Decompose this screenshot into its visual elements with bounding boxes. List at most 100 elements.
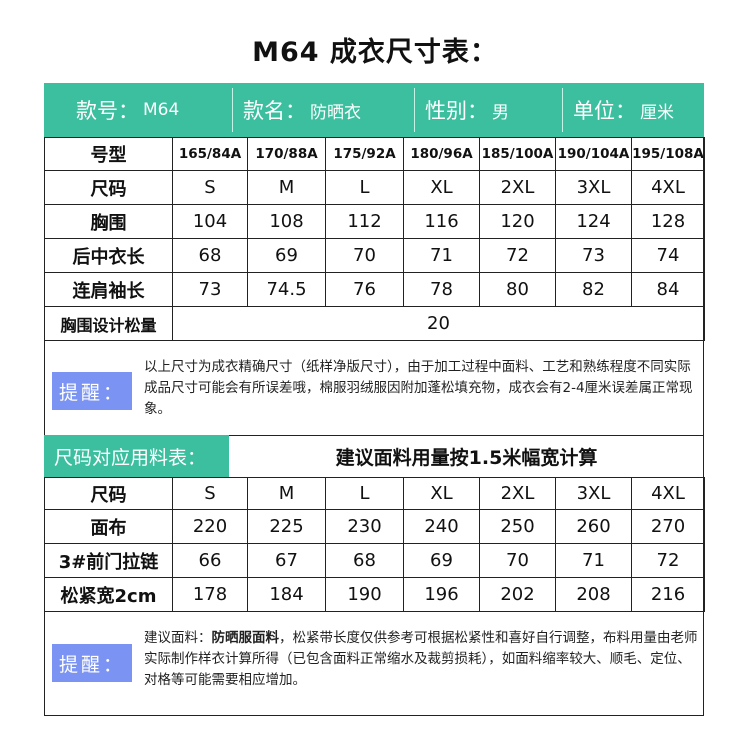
style-no: 款号： M64 bbox=[44, 88, 232, 132]
table-cell: 128 bbox=[631, 204, 705, 239]
reminder-tag: 提醒： bbox=[52, 644, 132, 682]
table-cell: L bbox=[325, 477, 404, 510]
table-cell: 116 bbox=[403, 204, 480, 239]
label: 款名： bbox=[243, 99, 306, 123]
reminder-text: 以上尺寸为成衣精确尺寸（纸样净版尺寸），由于加工过程中面料、工艺和熟练程度不同实… bbox=[144, 359, 693, 417]
table-cell: 180/96A bbox=[403, 137, 480, 171]
row-label: 胸围 bbox=[44, 204, 173, 239]
reminder-text: 建议面料：防晒服面料，松紧带长度仅供参考可根据松紧性和喜好自行调整，布料用量由老… bbox=[144, 628, 699, 691]
prefix: 建议面料： bbox=[144, 630, 212, 646]
fabric-table: 尺码 S M L XL 2XL 3XL 4XL 面布 220 225 230 240 250 260 270 3… bbox=[44, 477, 705, 612]
table-cell: 71 bbox=[403, 238, 480, 273]
table-cell: 108 bbox=[247, 204, 326, 239]
table-row: 尺码 S M L XL 2XL 3XL 4XL bbox=[44, 477, 705, 510]
row-label: 后中衣长 bbox=[44, 238, 173, 273]
style-name: 款名： 防晒衣 bbox=[233, 88, 414, 132]
row-label: 连肩袖长 bbox=[44, 272, 173, 307]
table-cell: 2XL bbox=[479, 477, 556, 510]
table-cell: 70 bbox=[479, 543, 556, 578]
table-row: 胸围 104 108 112 116 120 124 128 bbox=[44, 204, 705, 239]
table-row: 尺码 S M L XL 2XL 3XL 4XL bbox=[44, 170, 705, 205]
table-cell: 80 bbox=[479, 272, 556, 307]
fabric-section-header: 尺码对应用料表： 建议面料用量按1.5米幅宽计算 bbox=[44, 435, 704, 477]
table-cell: M bbox=[247, 477, 326, 510]
table-cell: 250 bbox=[479, 509, 556, 544]
table-row: 面布 220 225 230 240 250 260 270 bbox=[44, 509, 705, 544]
table-row: 后中衣长 68 69 70 71 72 73 74 bbox=[44, 238, 705, 273]
table-cell: 74 bbox=[631, 238, 705, 273]
table-cell: 66 bbox=[172, 543, 248, 578]
table-cell: 73 bbox=[172, 272, 248, 307]
table-cell: 190 bbox=[325, 577, 404, 612]
table-row: 3#前门拉链 66 67 68 69 70 71 72 bbox=[44, 543, 705, 578]
table-cell: 230 bbox=[325, 509, 404, 544]
table-cell: 2XL bbox=[479, 170, 556, 205]
table-cell: 124 bbox=[555, 204, 632, 239]
table-cell: 3XL bbox=[555, 170, 632, 205]
table-cell: 260 bbox=[555, 509, 632, 544]
table-row: 松紧宽2cm 178 184 190 196 202 208 216 bbox=[44, 577, 705, 612]
table-cell: 170/88A bbox=[247, 137, 326, 171]
table-cell: 4XL bbox=[631, 170, 705, 205]
table-row: 连肩袖长 73 74.5 76 78 80 82 84 bbox=[44, 272, 705, 307]
table-cell: 68 bbox=[172, 238, 248, 273]
label: 单位： bbox=[573, 99, 636, 123]
table-cell: 220 bbox=[172, 509, 248, 544]
table-cell: 270 bbox=[631, 509, 705, 544]
row-label: 3#前门拉链 bbox=[44, 543, 173, 578]
table-row: 号型 165/84A 170/88A 175/92A 180/96A 185/100A 19… bbox=[44, 137, 705, 171]
divider bbox=[562, 88, 563, 132]
table-cell: 78 bbox=[403, 272, 480, 307]
table-cell: 3XL bbox=[555, 477, 632, 510]
table-cell: XL bbox=[403, 477, 480, 510]
table-row: 胸围设计松量 20 bbox=[44, 306, 705, 341]
table-cell: 71 bbox=[555, 543, 632, 578]
note-1: 提醒： 以上尺寸为成衣精确尺寸（纸样净版尺寸），由于加工过程中面料、工艺和熟练程… bbox=[44, 340, 704, 435]
page-title: M64 成衣尺寸表： bbox=[252, 37, 498, 68]
gender: 性别：男 bbox=[415, 88, 562, 132]
table-cell: S bbox=[172, 170, 248, 205]
table-cell: 72 bbox=[631, 543, 705, 578]
table-cell: M bbox=[247, 170, 326, 205]
table-cell: XL bbox=[403, 170, 480, 205]
value: M64 bbox=[143, 100, 180, 120]
unit: 单位： 厘米 bbox=[563, 88, 703, 132]
label: 款号： bbox=[76, 99, 139, 123]
row-label: 尺码 bbox=[44, 170, 173, 205]
table-cell: 72 bbox=[479, 238, 556, 273]
table-cell: 68 bbox=[325, 543, 404, 578]
row-label: 胸围设计松量 bbox=[44, 306, 173, 341]
table-cell: 84 bbox=[631, 272, 705, 307]
divider bbox=[232, 88, 233, 132]
table-cell: 67 bbox=[247, 543, 326, 578]
divider bbox=[414, 88, 415, 132]
section-label: 尺码对应用料表： bbox=[44, 435, 229, 477]
table-cell: 4XL bbox=[631, 477, 705, 510]
row-label: 尺码 bbox=[44, 477, 173, 510]
table-cell: 216 bbox=[631, 577, 705, 612]
label: 性别： bbox=[425, 99, 488, 123]
table-cell: 74.5 bbox=[247, 272, 326, 307]
table-cell: 20 bbox=[172, 306, 705, 341]
table-cell: 208 bbox=[555, 577, 632, 612]
spec-header: 款号： M64 款名： 防晒衣 性别：男 单位： 厘米 bbox=[44, 83, 704, 137]
table-cell: 225 bbox=[247, 509, 326, 544]
value: 厘米 bbox=[640, 102, 674, 123]
table-cell: 240 bbox=[403, 509, 480, 544]
value: 防晒衣 bbox=[310, 102, 361, 123]
table-cell: 69 bbox=[247, 238, 326, 273]
table-cell: 112 bbox=[325, 204, 404, 239]
text: ，松紧带长度仅供参考可根据松紧性和喜好自行调整，布料用量由老师实际制作样衣计算所… bbox=[144, 630, 698, 688]
table-cell: 202 bbox=[479, 577, 556, 612]
value: 男 bbox=[492, 102, 509, 123]
row-label: 面布 bbox=[44, 509, 173, 544]
fabric-type: 防晒服面料 bbox=[211, 630, 280, 646]
table-cell: 196 bbox=[403, 577, 480, 612]
table-cell: 195/108A bbox=[631, 137, 705, 171]
table-cell: 190/104A bbox=[555, 137, 632, 171]
table-cell: 120 bbox=[479, 204, 556, 239]
note-2: 提醒： 建议面料：防晒服面料，松紧带长度仅供参考可根据松紧性和喜好自行调整，布料… bbox=[44, 611, 704, 716]
table-cell: 185/100A bbox=[479, 137, 556, 171]
table-cell: 104 bbox=[172, 204, 248, 239]
table-cell: 184 bbox=[247, 577, 326, 612]
